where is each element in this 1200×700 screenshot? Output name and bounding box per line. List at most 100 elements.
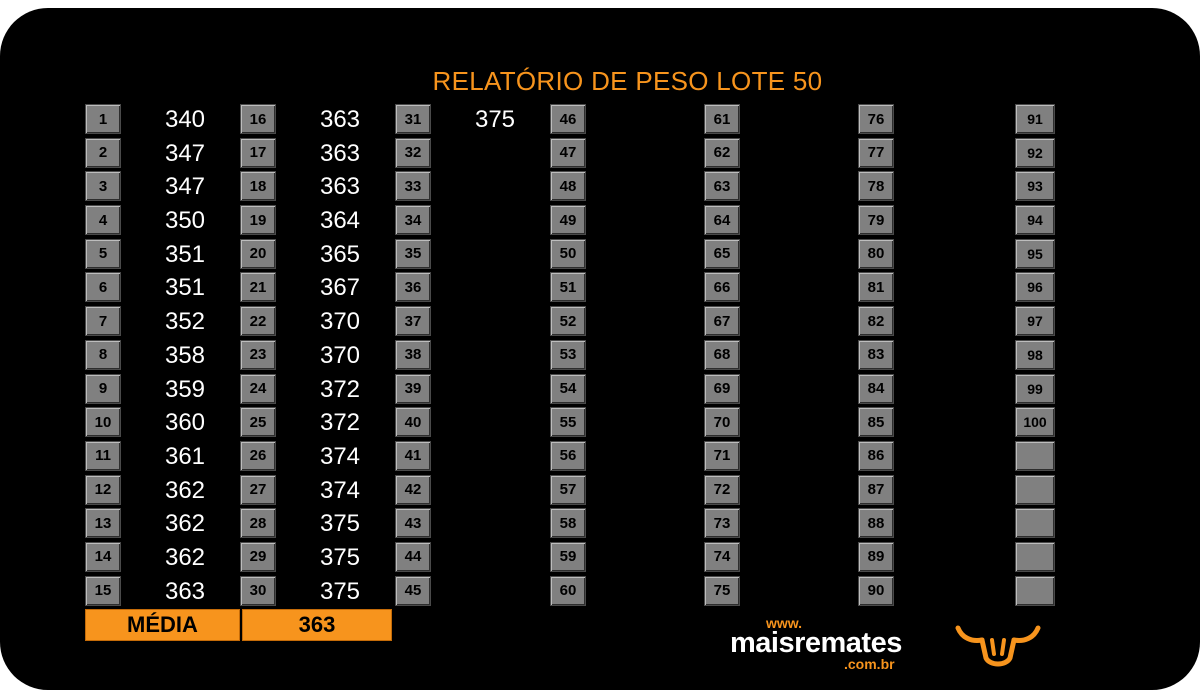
animal-number: 75 [704, 575, 740, 606]
animal-number: 4 [85, 205, 121, 236]
animal-number: 70 [704, 407, 740, 438]
weight-row: 90 [858, 575, 1008, 609]
weight-row [1015, 575, 1165, 609]
weight-row: 78 [858, 170, 1008, 204]
weight-row: 46 [550, 103, 700, 137]
animal-number: 58 [550, 508, 586, 539]
weight-row: 29 375 [240, 541, 390, 575]
animal-weight: 347 [164, 173, 206, 201]
animal-number: 98 [1015, 339, 1055, 370]
animal-number: 25 [240, 407, 276, 438]
animal-number: 54 [550, 373, 586, 404]
animal-number: 13 [85, 508, 121, 539]
weight-row: 2 347 [85, 137, 235, 171]
weight-row: 69 [704, 373, 854, 407]
weight-row: 55 [550, 406, 700, 440]
animal-number: 32 [395, 137, 431, 168]
weight-row: 9 359 [85, 373, 235, 407]
weight-row: 3 347 [85, 170, 235, 204]
animal-weight: 375 [319, 543, 361, 571]
animal-number: 20 [240, 238, 276, 269]
animal-number: 68 [704, 339, 740, 370]
weight-row: 87 [858, 474, 1008, 508]
weight-row: 48 [550, 170, 700, 204]
animal-weight: 362 [164, 543, 206, 571]
animal-number: 57 [550, 474, 586, 505]
weight-column: 1 340 2 347 3 347 4 350 5 351 6 351 7 352 8 358 9 359 10 36… [85, 103, 235, 608]
weight-row: 22 370 [240, 305, 390, 339]
animal-number [1015, 508, 1055, 539]
animal-number: 66 [704, 272, 740, 303]
weight-row: 32 [395, 137, 545, 171]
weight-row: 42 [395, 474, 545, 508]
weight-row: 12 362 [85, 474, 235, 508]
weight-row: 41 [395, 440, 545, 474]
animal-number: 8 [85, 339, 121, 370]
weight-row: 23 370 [240, 339, 390, 373]
weight-row: 60 [550, 575, 700, 609]
report-title: RELATÓRIO DE PESO LOTE 50 [432, 66, 823, 96]
weight-row: 62 [704, 137, 854, 171]
animal-number: 11 [85, 440, 121, 471]
weight-row: 97 [1015, 305, 1165, 339]
animal-number: 1 [85, 104, 121, 134]
animal-number: 46 [550, 104, 586, 134]
weight-row: 47 [550, 137, 700, 171]
weight-row: 24 372 [240, 373, 390, 407]
weight-row: 14 362 [85, 541, 235, 575]
weight-row: 1 340 [85, 103, 235, 137]
animal-weight: 374 [319, 476, 361, 504]
logo-domain: .com.br [844, 656, 895, 672]
weight-row: 36 [395, 271, 545, 305]
animal-weight: 363 [319, 139, 361, 167]
average-value: 363 [242, 609, 392, 641]
animal-number: 18 [240, 171, 276, 202]
animal-number: 99 [1015, 373, 1055, 404]
weight-row: 74 [704, 541, 854, 575]
weight-row [1015, 440, 1165, 474]
weight-column: 61 62 63 64 65 66 67 68 69 70 71 72 73 74 75 [704, 103, 854, 608]
animal-number [1015, 440, 1055, 471]
animal-number: 72 [704, 474, 740, 505]
animal-weight: 340 [164, 106, 206, 133]
animal-weight: 351 [164, 240, 206, 268]
animal-number: 40 [395, 407, 431, 438]
animal-number: 90 [858, 575, 894, 606]
animal-number: 91 [1015, 104, 1055, 134]
weight-row: 56 [550, 440, 700, 474]
weight-row [1015, 474, 1165, 508]
animal-number: 67 [704, 306, 740, 337]
animal-number: 34 [395, 205, 431, 236]
weight-row: 28 375 [240, 507, 390, 541]
animal-number: 95 [1015, 238, 1055, 269]
animal-weight: 361 [164, 442, 206, 470]
weight-row: 18 363 [240, 170, 390, 204]
animal-number: 93 [1015, 171, 1055, 202]
report-card [0, 8, 1200, 690]
weight-row: 67 [704, 305, 854, 339]
animal-number: 36 [395, 272, 431, 303]
animal-number: 24 [240, 373, 276, 404]
maisremates-logo: www. maisremates .com.br [730, 615, 910, 675]
animal-number: 31 [395, 104, 431, 134]
animal-number: 50 [550, 238, 586, 269]
weight-row: 98 [1015, 339, 1165, 373]
animal-weight: 375 [319, 577, 361, 605]
animal-number: 71 [704, 440, 740, 471]
animal-number [1015, 541, 1055, 572]
animal-number: 82 [858, 306, 894, 337]
animal-number: 27 [240, 474, 276, 505]
animal-number: 61 [704, 104, 740, 134]
animal-weight: 365 [319, 240, 361, 268]
animal-weight: 374 [319, 442, 361, 470]
weight-row: 25 372 [240, 406, 390, 440]
weight-row: 64 [704, 204, 854, 238]
animal-number: 85 [858, 407, 894, 438]
weight-row: 49 [550, 204, 700, 238]
animal-number: 65 [704, 238, 740, 269]
animal-number: 17 [240, 137, 276, 168]
weight-row: 43 [395, 507, 545, 541]
animal-weight: 363 [319, 106, 361, 133]
animal-weight: 351 [164, 274, 206, 302]
animal-weight: 347 [164, 139, 206, 167]
